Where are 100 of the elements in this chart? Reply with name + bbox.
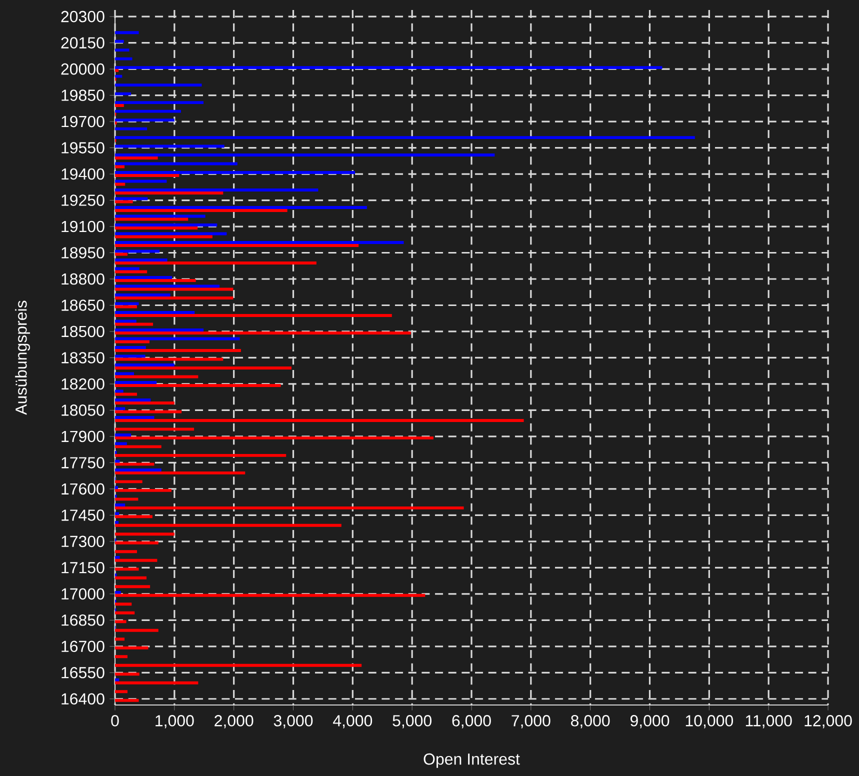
bar: [115, 244, 359, 247]
bar: [115, 162, 238, 166]
bar: [115, 698, 139, 702]
bar: [115, 192, 224, 194]
x-axis-title: Open Interest: [424, 753, 520, 768]
bar: [115, 66, 662, 70]
bar: [115, 681, 198, 684]
x-tick-label: 4,000: [333, 715, 372, 728]
bar: [115, 188, 318, 192]
x-tick-label: 5,000: [392, 715, 432, 728]
bar: [115, 322, 154, 326]
bar: [115, 602, 132, 606]
bar: [115, 558, 158, 562]
bar: [115, 74, 122, 78]
bar: [115, 136, 695, 140]
y-tick-label: 18950: [62, 247, 104, 258]
y-tick-label: 17150: [62, 562, 104, 574]
bar: [115, 226, 198, 230]
bar: [115, 346, 146, 349]
y-tick-label: 17000: [62, 588, 104, 600]
bar: [115, 398, 151, 402]
x-tick-label: 10,000: [686, 715, 734, 728]
x-tick-label: 0: [111, 715, 119, 726]
y-tick-label: 17900: [62, 430, 104, 442]
bar: [115, 328, 204, 332]
bar: [115, 646, 148, 650]
bar: [115, 40, 124, 43]
y-tick-label: 16700: [62, 640, 104, 652]
bar: [115, 488, 172, 492]
bar: [115, 311, 195, 314]
bar: [115, 445, 162, 448]
y-tick-label: 19400: [62, 168, 104, 180]
bar: [115, 620, 126, 624]
bar: [115, 180, 167, 183]
bar: [115, 418, 524, 422]
bar: [115, 31, 139, 34]
bar: [115, 375, 198, 378]
bar: [115, 118, 174, 122]
y-tick-label: 17300: [62, 536, 104, 548]
bar: [115, 503, 126, 506]
bar: [115, 250, 160, 253]
bar: [115, 232, 227, 236]
bar: [115, 267, 140, 270]
bar: [115, 288, 234, 291]
bar: [115, 174, 180, 178]
bar: [115, 154, 495, 157]
x-tick-label: 11,000: [746, 715, 792, 728]
y-tick-label: 19100: [62, 220, 104, 232]
bar: [115, 209, 288, 212]
bar: [115, 428, 194, 431]
bar: [115, 401, 174, 404]
y-tick-label: 17750: [62, 457, 104, 468]
y-tick-label: 19550: [62, 142, 104, 154]
bar: [115, 48, 130, 52]
bar: [115, 171, 356, 174]
y-axis-title: Ausübungspreis: [15, 300, 30, 415]
bar: [115, 576, 146, 580]
bar: [115, 144, 224, 148]
y-tick-label: 17450: [62, 510, 104, 521]
bar: [115, 340, 150, 344]
bar: [115, 258, 168, 262]
bar: [115, 127, 148, 130]
bar: [115, 410, 182, 414]
y-tick-label: 18650: [62, 300, 104, 311]
bar: [115, 197, 148, 200]
bar: [115, 241, 404, 244]
y-tick-label: 18500: [62, 326, 104, 338]
bar: [115, 279, 196, 282]
bar: [115, 296, 234, 300]
bar: [115, 384, 281, 387]
bar: [115, 524, 342, 527]
bar: [115, 390, 124, 393]
bar: [115, 442, 127, 446]
x-tick-label: 8,000: [571, 715, 610, 728]
bar: [115, 57, 132, 60]
bar: [115, 568, 139, 571]
bar: [115, 664, 362, 667]
y-tick-label: 19250: [62, 194, 104, 206]
y-tick-label: 18800: [62, 273, 104, 285]
y-tick-label: 16400: [62, 693, 104, 705]
y-tick-label: 18050: [62, 404, 104, 416]
bar: [115, 392, 137, 396]
bar: [115, 594, 426, 597]
y-tick-label: 16550: [62, 666, 104, 678]
bar: [115, 110, 181, 113]
y-tick-label: 19850: [62, 90, 104, 101]
bar: [115, 348, 241, 352]
x-tick-label: 12,000: [804, 715, 852, 728]
bar: [115, 512, 120, 516]
bar: [115, 690, 128, 694]
bar: [115, 638, 125, 641]
bar: [115, 556, 120, 559]
bar: [115, 590, 121, 594]
x-tick-label: 1,000: [156, 715, 194, 728]
bar: [115, 407, 126, 410]
bar: [115, 454, 286, 457]
y-tick-label: 17600: [62, 483, 104, 495]
bar: [115, 506, 464, 510]
x-tick-label: 9,000: [630, 715, 670, 728]
bar: [115, 366, 292, 370]
